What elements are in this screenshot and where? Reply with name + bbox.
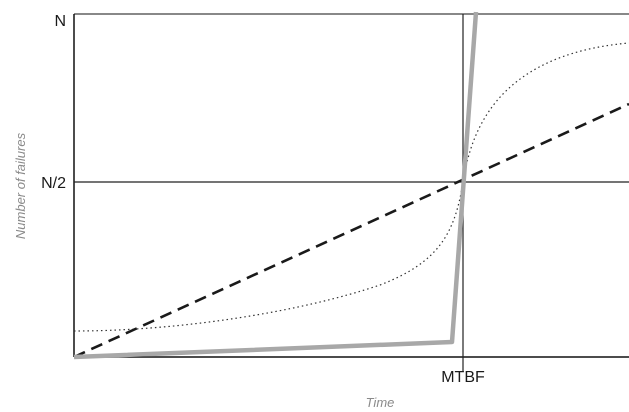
- y-tick-half-n: N/2: [41, 175, 66, 192]
- x-tick-mtbf: MTBF: [441, 369, 485, 386]
- cumulative-s-curve: [73, 42, 629, 332]
- sudden-failure-curve: [73, 11, 479, 360]
- linear-failure-line: [73, 102, 629, 359]
- y-tick-n: N: [54, 13, 66, 30]
- y-axis-label: Number of failures: [13, 132, 28, 239]
- x-axis-label: Time: [366, 395, 395, 410]
